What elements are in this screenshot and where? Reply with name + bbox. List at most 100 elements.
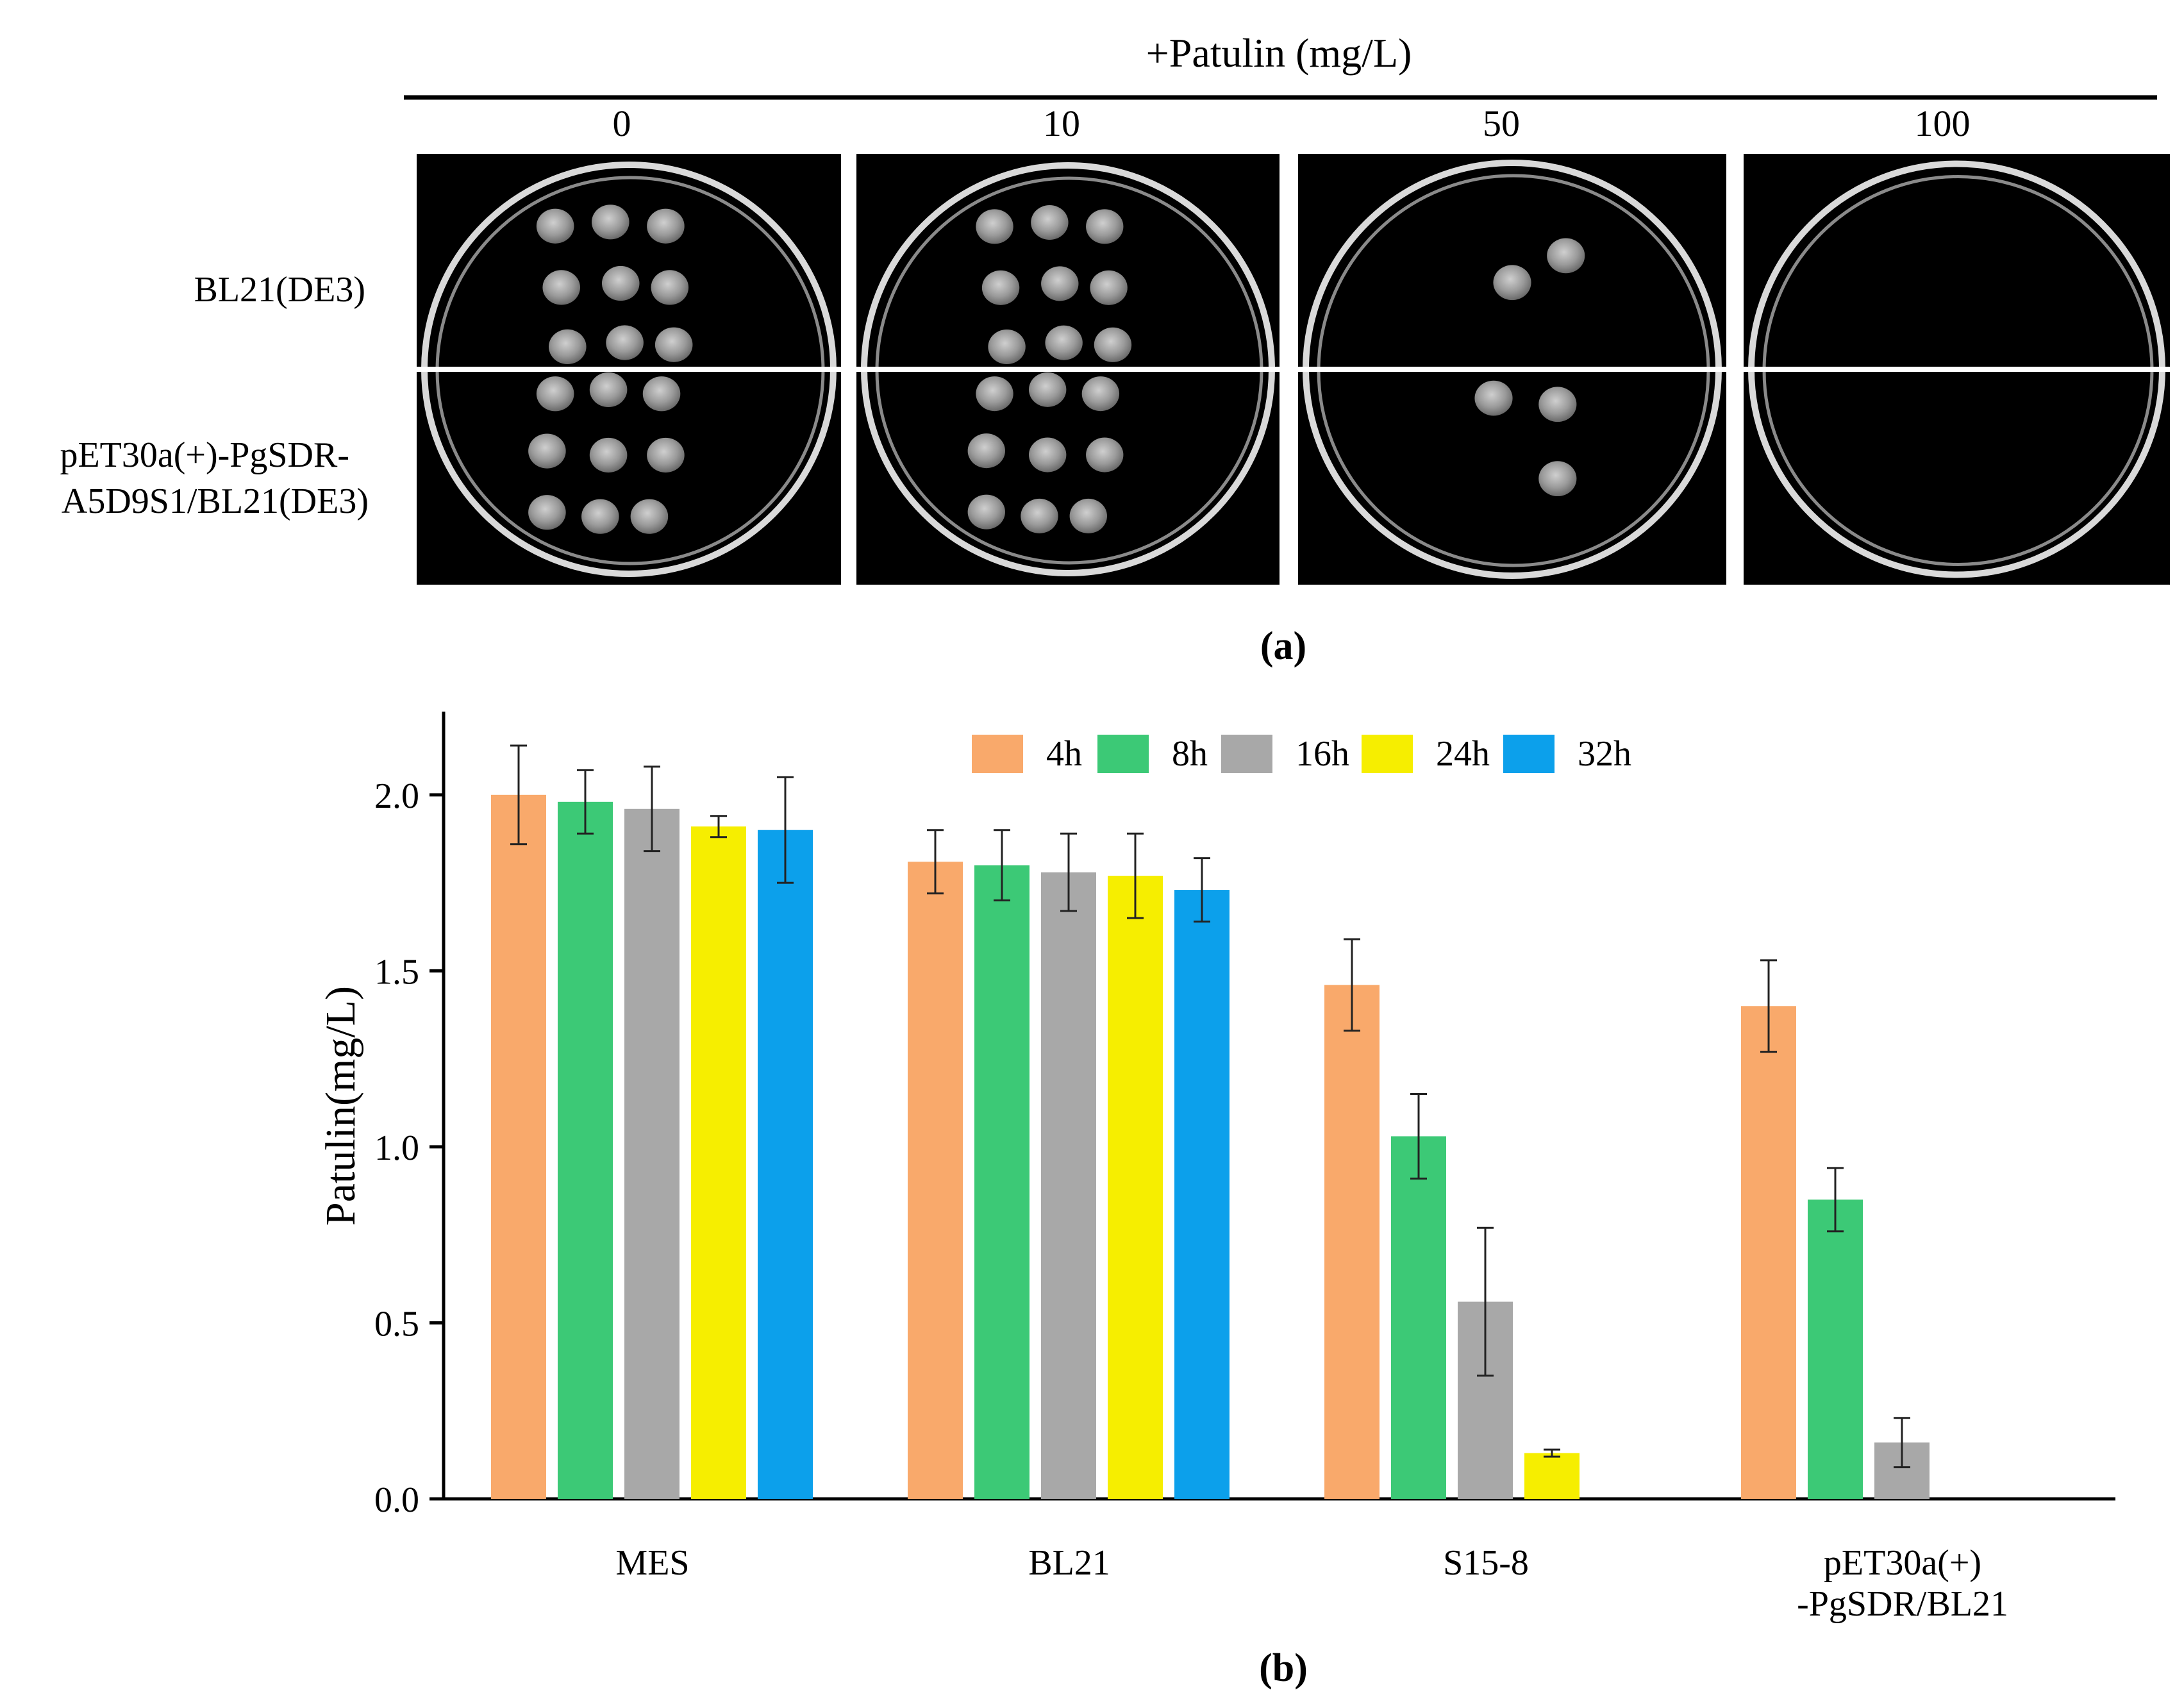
patulin-header: +Patulin (mg/L) — [1146, 30, 1412, 76]
bar-32h — [1174, 890, 1230, 1499]
panel-a-plate-assay: +Patulin (mg/L) 0 10 50 100 BL21(DE3) pE… — [60, 30, 2170, 668]
colony-spot — [542, 270, 581, 305]
colony-spot — [976, 209, 1013, 244]
petri-plate — [856, 154, 1280, 585]
petri-plate — [417, 154, 841, 585]
colony-spot — [536, 376, 574, 412]
colony-spot — [967, 494, 1005, 530]
concentration-label: 0 — [613, 103, 631, 144]
concentration-label: 50 — [1483, 103, 1520, 144]
bar-4h — [1324, 985, 1380, 1499]
error-bar-4h — [1760, 959, 1777, 1053]
colony-spot — [1094, 327, 1132, 362]
x-tick-label: BL21 — [1028, 1543, 1110, 1583]
bar-4h — [1741, 1006, 1796, 1499]
colony-spot — [592, 205, 629, 240]
error-bar-4h — [510, 744, 527, 846]
y-tick-label: 0.5 — [374, 1304, 419, 1344]
y-tick-label: 0.0 — [374, 1480, 419, 1520]
colony-spot — [647, 208, 685, 244]
colony-spot — [1547, 238, 1585, 274]
colony-spot — [981, 270, 1020, 305]
legend-label: 24h — [1436, 734, 1490, 774]
plate-image-bottom — [1298, 372, 1726, 585]
error-bar-16h — [644, 765, 660, 853]
colony-spot — [1041, 266, 1079, 301]
colony-spot — [1493, 265, 1531, 301]
x-tick-labels: MES BL21 S15-8 pET30a(+)-PgSDR/BL21 — [615, 1543, 2008, 1624]
legend-item-4h: 4h — [972, 734, 1082, 774]
colony-spot — [1474, 380, 1513, 416]
legend-item-32h: 32h — [1503, 734, 1631, 774]
plate-image-bottom — [856, 372, 1280, 585]
legend-label: 4h — [1046, 734, 1082, 774]
colony-spot — [967, 433, 1005, 469]
panel-a-caption: (a) — [1260, 624, 1306, 668]
bar-4h — [491, 794, 546, 1499]
bar-24h — [1524, 1453, 1580, 1499]
legend-item-8h: 8h — [1097, 734, 1208, 774]
colony-spot — [1029, 372, 1067, 407]
colony-spot — [630, 499, 669, 534]
legend-label: 16h — [1296, 734, 1349, 774]
bar-24h — [1108, 876, 1163, 1499]
colony-spot — [1086, 437, 1124, 472]
plate-image-bottom — [1744, 372, 2170, 585]
bar-16h — [1041, 872, 1096, 1499]
row-label-recombinant: pET30a(+)-PgSDR- — [60, 435, 349, 475]
petri-plates — [417, 154, 2170, 585]
x-tick-label: pET30a(+) — [1824, 1543, 1981, 1583]
error-bar-4h — [1344, 938, 1360, 1032]
colony-spot — [589, 372, 628, 408]
legend-swatch — [1097, 735, 1149, 773]
error-bar-16h — [1060, 832, 1077, 912]
bar-8h — [1808, 1199, 1863, 1499]
bar-8h — [1391, 1136, 1446, 1499]
colony-spot — [654, 327, 693, 362]
petri-plate — [1298, 154, 1726, 585]
bar-8h — [974, 865, 1029, 1499]
panel-b-bar-chart: 0.0 0.5 1.0 1.5 2.0 MES BL21 S15-8 pET30a(+)-Pg… — [317, 712, 2115, 1690]
colony-spot — [651, 270, 689, 305]
error-bar-16h — [1894, 1417, 1910, 1469]
legend-swatch — [1362, 735, 1413, 773]
colony-spot — [601, 265, 640, 301]
legend: 4h 8h 16h 24h 32h — [972, 734, 1631, 774]
y-tick-label: 1.5 — [374, 952, 419, 992]
petri-plate — [1744, 154, 2170, 585]
x-tick-label: S15-8 — [1443, 1543, 1529, 1583]
colony-spot — [647, 437, 685, 473]
legend-swatch — [972, 735, 1023, 773]
error-bar-32h — [777, 776, 794, 884]
error-bar-8h — [994, 829, 1010, 902]
y-axis-label: Patulin(mg/L) — [317, 986, 364, 1226]
plate-image-top — [1298, 154, 1726, 367]
colony-spot — [642, 376, 681, 412]
row-divider — [1744, 367, 2170, 372]
panel-b-caption: (b) — [1259, 1646, 1308, 1690]
plate-image-bottom — [417, 372, 841, 585]
colony-spot — [976, 376, 1013, 412]
y-ticks: 0.0 0.5 1.0 1.5 2.0 — [374, 776, 444, 1520]
colony-spot — [536, 208, 574, 244]
colony-spot — [528, 433, 566, 469]
legend-swatch — [1221, 735, 1272, 773]
bar-16h — [624, 808, 679, 1499]
error-bar-8h — [1827, 1167, 1844, 1233]
row-label-bl21: BL21(DE3) — [194, 270, 365, 310]
colony-spot — [1081, 376, 1120, 412]
error-bars — [510, 744, 1910, 1469]
row-divider — [1298, 367, 1726, 372]
row-divider — [856, 367, 1280, 372]
colony-spot — [1538, 461, 1577, 497]
error-bar-24h — [710, 815, 727, 839]
colony-spot — [606, 325, 644, 360]
colony-spot — [1086, 209, 1124, 244]
bar-24h — [691, 826, 746, 1499]
error-bar-8h — [1410, 1093, 1427, 1180]
legend-item-16h: 16h — [1221, 734, 1349, 774]
error-bar-4h — [927, 829, 944, 895]
colony-spot — [1031, 205, 1069, 240]
colony-spot — [1069, 498, 1107, 533]
